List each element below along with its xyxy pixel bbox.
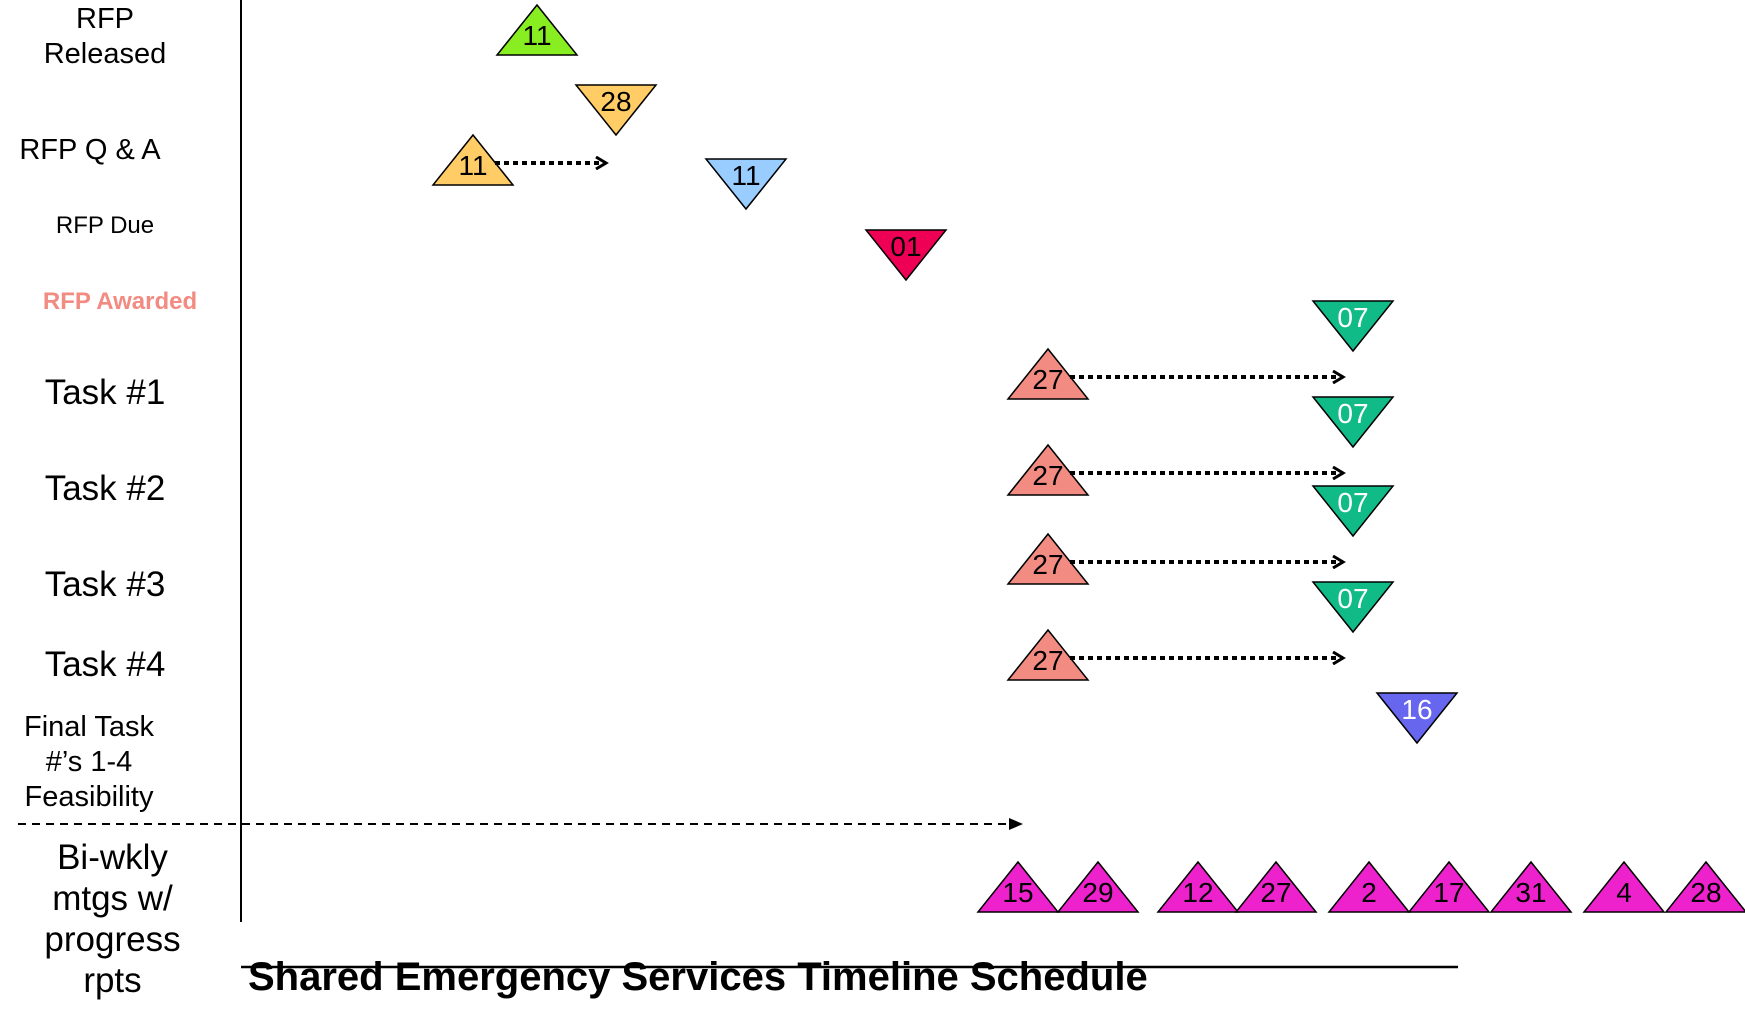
row-label-task-4: Task #4 [44, 645, 166, 684]
row-label-task-1: Task #1 [44, 373, 166, 412]
milestone-r9-m5-day-label: 17 [1433, 877, 1464, 908]
milestone-r5-m1: 07 [1311, 396, 1395, 449]
milestone-r9-m2-shape [1156, 860, 1240, 913]
milestone-r1-m0-shape [431, 133, 515, 186]
page-title: Shared Emergency Services Timeline Sched… [248, 955, 1148, 999]
milestone-r5-m1-shape [1311, 396, 1395, 449]
milestone-r3-m0: 01 [864, 229, 948, 282]
milestone-r1-m0-day-label: 11 [458, 150, 487, 181]
milestone-r7-m0-shape [1006, 628, 1090, 681]
milestone-r9-m4-day-label: 2 [1361, 877, 1377, 908]
milestone-r9-m3-day-label: 27 [1260, 877, 1291, 908]
milestone-r4-m0-shape [1006, 347, 1090, 400]
milestone-r6-m0-day-label: 27 [1032, 549, 1063, 580]
milestone-r5-m0-shape [1006, 443, 1090, 496]
milestone-r9-m6-day-label: 31 [1515, 877, 1546, 908]
milestone-r4-m1: 07 [1311, 300, 1395, 353]
milestone-r9-m7-day-label: 4 [1616, 877, 1632, 908]
milestone-r4-m1-shape [1311, 300, 1395, 353]
milestone-r9-m5-shape [1407, 860, 1491, 913]
milestone-r3-m0-day-label: 01 [890, 231, 921, 262]
milestone-r6-m0: 27 [1006, 532, 1090, 585]
milestone-r5-m0: 27 [1006, 443, 1090, 496]
milestone-r9-m4-shape [1327, 860, 1411, 913]
milestone-r6-m1-day-label: 07 [1337, 487, 1368, 518]
milestone-r9-m5: 17 [1407, 860, 1491, 913]
milestone-r2-m0-day-label: 11 [731, 160, 760, 191]
milestone-r4-m1-day-label: 07 [1337, 302, 1368, 333]
milestone-r9-m7-shape [1582, 860, 1666, 913]
milestone-r6-m0-shape [1006, 532, 1090, 585]
milestone-r9-m0-day-label: 15 [1002, 877, 1033, 908]
row-label-task-2: Task #2 [44, 469, 166, 508]
milestone-r9-m6-shape [1489, 860, 1573, 913]
milestone-r9-m1: 29 [1056, 860, 1140, 913]
milestone-r9-m3-shape [1234, 860, 1318, 913]
milestone-r8-m0: 16 [1375, 692, 1459, 745]
row-label-rfp-qa: RFP Q & A [19, 134, 161, 166]
milestone-r6-m1-shape [1311, 485, 1395, 538]
row-label-final-task: Final Task #’s 1-4 Feasibility [23, 711, 155, 813]
milestone-r9-m8: 28 [1664, 860, 1745, 913]
row-label-rfp-due: RFP Due [55, 212, 155, 239]
milestone-r9-m7: 4 [1582, 860, 1666, 913]
milestone-r5-m1-day-label: 07 [1337, 398, 1368, 429]
milestone-r9-m4: 2 [1327, 860, 1411, 913]
milestone-r8-m0-day-label: 16 [1401, 694, 1432, 725]
milestone-r0-m0: 11 [495, 3, 579, 56]
milestone-r1-m1-shape [574, 84, 658, 137]
row-label-biweekly: Bi-wkly mtgs w/ progress rpts [44, 838, 181, 1000]
milestone-r9-m0: 15 [976, 860, 1060, 913]
milestone-r5-m0-day-label: 27 [1032, 460, 1063, 491]
milestone-r7-m0: 27 [1006, 628, 1090, 681]
milestone-r4-m0-day-label: 27 [1032, 364, 1063, 395]
milestone-r1-m1: 28 [574, 84, 658, 137]
milestone-r9-m2-day-label: 12 [1182, 877, 1213, 908]
milestone-r0-m0-shape [495, 3, 579, 56]
row-label-rfp-awarded: RFP Awarded [42, 288, 198, 315]
milestone-r3-m0-shape [864, 229, 948, 282]
row-label-task-3: Task #3 [44, 565, 166, 604]
milestone-r0-m0-day-label: 11 [522, 20, 551, 51]
row-label-rfp-released: RFP Released [43, 3, 167, 70]
milestone-r2-m0: 11 [704, 158, 788, 211]
milestone-r9-m0-shape [976, 860, 1060, 913]
milestone-r7-m1-shape [1311, 581, 1395, 634]
milestone-r2-m0-shape [704, 158, 788, 211]
milestone-r9-m3: 27 [1234, 860, 1318, 913]
milestone-r7-m0-day-label: 27 [1032, 645, 1063, 676]
milestone-r9-m2: 12 [1156, 860, 1240, 913]
milestone-r8-m0-shape [1375, 692, 1459, 745]
milestone-r7-m1-day-label: 07 [1337, 583, 1368, 614]
milestone-r6-m1: 07 [1311, 485, 1395, 538]
milestone-r9-m8-day-label: 28 [1690, 877, 1721, 908]
milestone-r1-m1-day-label: 28 [600, 86, 631, 117]
milestone-r9-m6: 31 [1489, 860, 1573, 913]
milestone-r9-m1-day-label: 29 [1082, 877, 1113, 908]
milestone-r9-m8-shape [1664, 860, 1745, 913]
milestone-r4-m0: 27 [1006, 347, 1090, 400]
milestone-r1-m0: 11 [431, 133, 515, 186]
milestone-r9-m1-shape [1056, 860, 1140, 913]
milestone-r7-m1: 07 [1311, 581, 1395, 634]
